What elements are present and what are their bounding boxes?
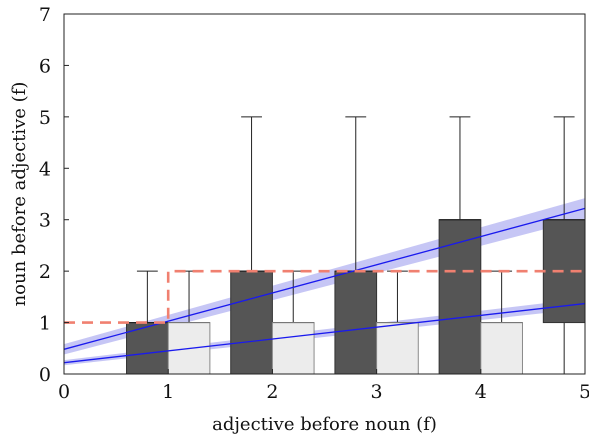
box-dark-1 — [230, 270, 273, 375]
y-tick-label-7: 7 — [39, 4, 51, 26]
y-tick-label-5: 5 — [39, 107, 51, 129]
x-axis-title: adjective before noun (f) — [212, 414, 437, 435]
y-tick-label-3: 3 — [39, 210, 51, 232]
box-light-1 — [271, 322, 315, 375]
box-dark-2 — [334, 270, 378, 375]
x-tick-label-5: 5 — [579, 381, 589, 403]
regression-line-dark — [63, 207, 586, 350]
lines-layer — [63, 207, 586, 364]
y-tick-label-1: 1 — [39, 313, 51, 335]
y-tick-label-2: 2 — [39, 261, 51, 283]
x-tick-label-2: 2 — [266, 381, 278, 403]
x-tick-label-3: 3 — [371, 381, 383, 403]
x-tick-label-1: 1 — [162, 381, 174, 403]
regression-line-light — [63, 302, 586, 364]
x-tick-label-0: 0 — [58, 381, 70, 403]
x-tick-label-4: 4 — [475, 381, 487, 403]
axis-ticks: 0 1 2 3 4 5 0 1 2 3 4 5 6 7 — [39, 4, 589, 403]
y-tick-label-4: 4 — [39, 158, 51, 180]
step-line — [64, 269, 585, 324]
plot-frame — [63, 13, 586, 375]
box-light-2 — [376, 322, 419, 375]
y-tick-label-6: 6 — [39, 55, 51, 77]
y-axis-title: noun before adjective (f) — [9, 82, 30, 307]
boxes-layer — [126, 116, 586, 375]
y-tick-label-0: 0 — [39, 364, 51, 386]
box-light-3 — [480, 322, 523, 375]
